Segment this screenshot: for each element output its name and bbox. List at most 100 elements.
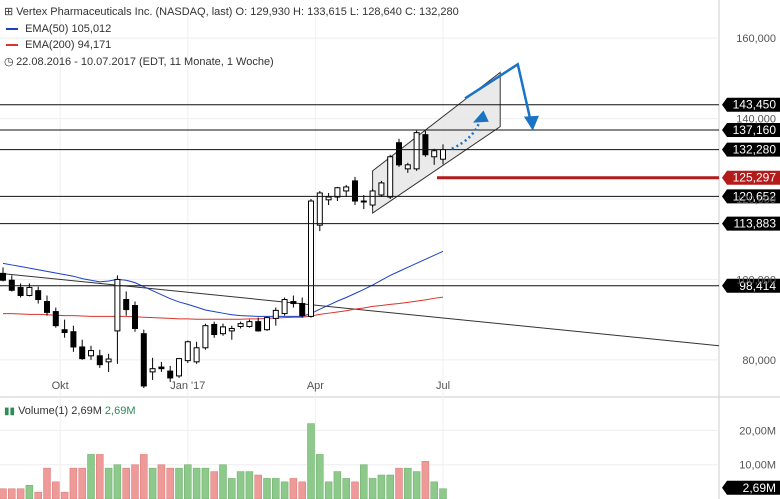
expand-icon[interactable]: ⊞ bbox=[4, 6, 14, 18]
candle bbox=[202, 323, 209, 350]
candle-body-down bbox=[61, 329, 68, 333]
candle-body-up bbox=[387, 156, 394, 198]
price-level-tag-bg bbox=[722, 97, 780, 112]
volume-bar bbox=[16, 488, 25, 499]
volume-bar bbox=[263, 478, 271, 499]
volume-bar bbox=[228, 478, 236, 499]
volume-bar bbox=[289, 478, 298, 499]
volume-bar bbox=[412, 471, 421, 499]
price-level-tag-bg bbox=[722, 170, 780, 185]
candle-body-up bbox=[308, 200, 314, 317]
arrow-head-down bbox=[523, 115, 539, 131]
period-legend: ◷ 22.08.2016 - 10.07.2017 (EDT, 11 Monat… bbox=[4, 55, 274, 68]
candle bbox=[61, 319, 68, 338]
ema200-legend: EMA(200) 94,171 bbox=[4, 39, 111, 51]
volume-bar bbox=[236, 471, 245, 499]
candle-body-up bbox=[114, 278, 121, 332]
price-tick-label: 80,000 bbox=[742, 355, 776, 367]
volume-last-tag: 2,69M bbox=[722, 480, 780, 495]
candle-body-down bbox=[167, 370, 174, 379]
candle-body-up bbox=[176, 358, 182, 377]
price-level-tag-bg bbox=[722, 123, 780, 138]
time-tick-label: Apr bbox=[307, 380, 324, 392]
volume-bar bbox=[43, 467, 51, 499]
candle bbox=[413, 130, 420, 171]
candle bbox=[193, 341, 200, 364]
price-level-label: 113,883 bbox=[734, 217, 777, 231]
candle-body-down bbox=[123, 299, 130, 311]
volume-bar bbox=[421, 461, 430, 499]
volume-bar bbox=[8, 488, 16, 499]
volume-bar bbox=[404, 467, 412, 499]
time-tick-label: Jan '17 bbox=[170, 380, 205, 392]
volume-bar bbox=[360, 464, 368, 499]
candle bbox=[0, 267, 6, 282]
volume-bar bbox=[52, 481, 60, 499]
price-level-tag-bg bbox=[722, 189, 780, 204]
price-level-tag-bg bbox=[722, 278, 780, 293]
candle-body-up bbox=[281, 299, 288, 315]
volume-bar bbox=[368, 478, 377, 499]
volume-bar bbox=[272, 478, 280, 499]
ema50-line bbox=[2, 250, 444, 317]
candle-body-down bbox=[8, 279, 15, 291]
candle bbox=[228, 325, 235, 340]
volume-bar bbox=[324, 481, 333, 499]
candle-body-down bbox=[140, 333, 147, 387]
volume-bar bbox=[122, 467, 130, 499]
candle bbox=[255, 317, 262, 332]
time-tick-label: Jul bbox=[436, 380, 450, 392]
candle bbox=[343, 184, 350, 197]
candle-body-down bbox=[96, 355, 103, 366]
candle bbox=[299, 297, 306, 318]
price-level-label: 143,450 bbox=[733, 98, 777, 112]
volume-last-label: 2,69M bbox=[743, 481, 776, 495]
volume-label: Volume(1) bbox=[18, 405, 69, 417]
period-detail: (EDT, 11 Monate, 1 Woche) bbox=[139, 56, 274, 68]
price-tick-label: 100,000 bbox=[736, 274, 776, 286]
candle-body-up bbox=[193, 347, 200, 363]
candle bbox=[237, 321, 244, 329]
candle bbox=[220, 323, 226, 336]
price-level-label: 132,280 bbox=[733, 143, 777, 157]
candle bbox=[334, 186, 341, 202]
candle-body-down bbox=[299, 303, 306, 317]
volume-legend: ▮▮ Volume(1) 2,69M 2,69M bbox=[4, 405, 136, 417]
ema50-label: EMA(50) bbox=[25, 23, 69, 35]
candle-body-down bbox=[396, 142, 402, 166]
candle-body-down bbox=[158, 366, 165, 370]
ema50-swatch bbox=[6, 28, 18, 31]
candle-body-down bbox=[0, 272, 6, 281]
candle bbox=[79, 339, 86, 360]
candle-body-up bbox=[105, 358, 112, 363]
candle-body-down bbox=[211, 323, 218, 336]
candle bbox=[272, 307, 279, 326]
candle bbox=[140, 329, 147, 388]
candle-body-up bbox=[228, 327, 235, 332]
candle-body-down bbox=[132, 305, 138, 329]
volume-bar bbox=[316, 454, 324, 499]
volume-bar bbox=[219, 464, 227, 499]
candle-body-up bbox=[220, 326, 226, 335]
ema200-value: 94,171 bbox=[77, 39, 112, 51]
price-level-label: 98,414 bbox=[739, 279, 776, 293]
volume-bar bbox=[298, 481, 306, 499]
candle-body-up bbox=[343, 186, 350, 192]
candle-body-up bbox=[413, 132, 420, 170]
candle bbox=[114, 275, 121, 364]
volume-value-2: 2,69M bbox=[104, 405, 136, 417]
candle bbox=[88, 345, 94, 360]
candle bbox=[167, 365, 174, 382]
candle-body-up bbox=[272, 309, 279, 319]
price-level-tag: 98,414 bbox=[722, 278, 780, 293]
volume-bar bbox=[25, 485, 34, 499]
candle bbox=[105, 353, 112, 372]
volume-bar bbox=[307, 423, 315, 499]
candle bbox=[308, 199, 314, 318]
candle bbox=[352, 176, 358, 206]
candle bbox=[431, 148, 438, 165]
candle bbox=[149, 357, 156, 380]
candle-body-up bbox=[360, 200, 367, 203]
candle-body-up bbox=[246, 321, 253, 327]
volume-bar bbox=[201, 467, 210, 499]
